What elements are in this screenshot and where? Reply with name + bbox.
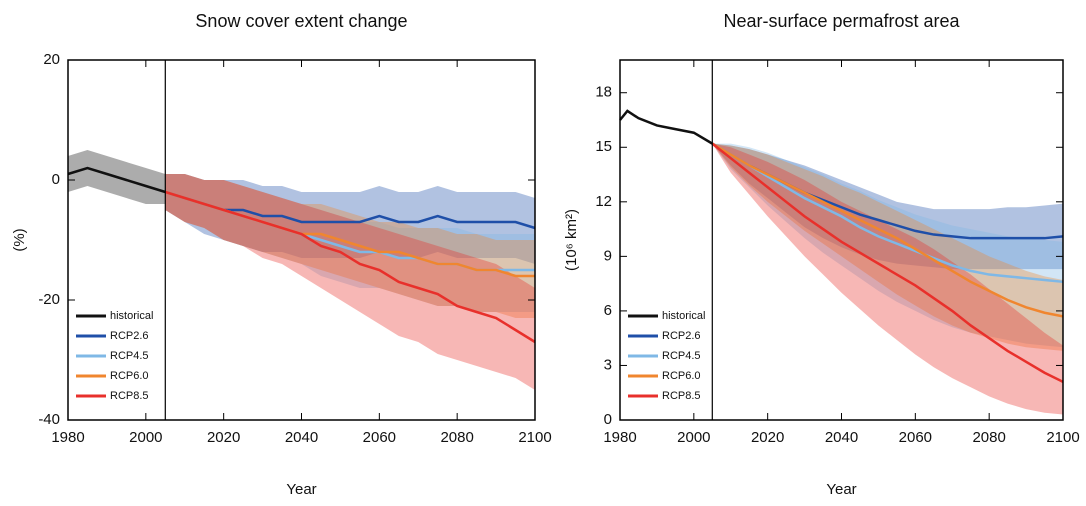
- legend-label: RCP2.6: [662, 330, 701, 342]
- x-tick-label: 2000: [677, 429, 710, 446]
- x-axis-label: Year: [286, 481, 316, 498]
- x-tick-label: 2100: [518, 429, 551, 446]
- legend-label: RCP6.0: [110, 370, 149, 382]
- y-tick-label: 9: [604, 247, 612, 264]
- y-tick-label: -20: [38, 291, 60, 308]
- y-tick-label: 0: [52, 171, 60, 188]
- x-axis-label: Year: [826, 481, 856, 498]
- legend-label: RCP4.5: [110, 350, 149, 362]
- x-tick-label: 2060: [363, 429, 396, 446]
- uncertainty-band: [165, 174, 535, 390]
- uncertainty-band: [165, 174, 535, 264]
- y-tick-label: 18: [595, 84, 612, 101]
- series-line: [619, 109, 713, 145]
- y-axis-label: (10⁶ km²): [563, 209, 580, 271]
- legend-label: RCP6.0: [662, 370, 701, 382]
- x-tick-label: 2040: [285, 429, 318, 446]
- y-tick-label: 20: [43, 51, 60, 68]
- series-line: [711, 142, 1064, 318]
- chart-title: Near-surface permafrost area: [723, 11, 960, 31]
- x-tick-label: 2100: [1046, 429, 1079, 446]
- x-tick-label: 2060: [899, 429, 932, 446]
- legend-label: RCP4.5: [662, 350, 701, 362]
- legend-label: historical: [662, 310, 705, 322]
- chart-title: Snow cover extent change: [195, 11, 407, 31]
- x-tick-label: 2080: [440, 429, 473, 446]
- x-tick-label: 2080: [972, 429, 1005, 446]
- x-tick-label: 2020: [207, 429, 240, 446]
- uncertainty-band: [165, 174, 535, 318]
- series-line: [711, 142, 1064, 383]
- legend-label: historical: [110, 310, 153, 322]
- series-line: [164, 190, 536, 344]
- x-tick-label: 1980: [603, 429, 636, 446]
- x-tick-label: 2040: [825, 429, 858, 446]
- x-tick-label: 2020: [751, 429, 784, 446]
- y-tick-label: 15: [595, 138, 612, 155]
- x-tick-label: 2000: [129, 429, 162, 446]
- y-tick-label: 3: [604, 356, 612, 373]
- y-tick-label: 0: [604, 411, 612, 428]
- legend-label: RCP2.6: [110, 330, 149, 342]
- y-axis-label: (%): [11, 228, 28, 251]
- legend-label: RCP8.5: [662, 390, 701, 402]
- series-line: [711, 142, 1064, 284]
- legend-label: RCP8.5: [110, 390, 149, 402]
- y-tick-label: -40: [38, 411, 60, 428]
- x-tick-label: 1980: [51, 429, 84, 446]
- series-line: [67, 166, 166, 194]
- y-tick-label: 6: [604, 302, 612, 319]
- y-tick-label: 12: [595, 193, 612, 210]
